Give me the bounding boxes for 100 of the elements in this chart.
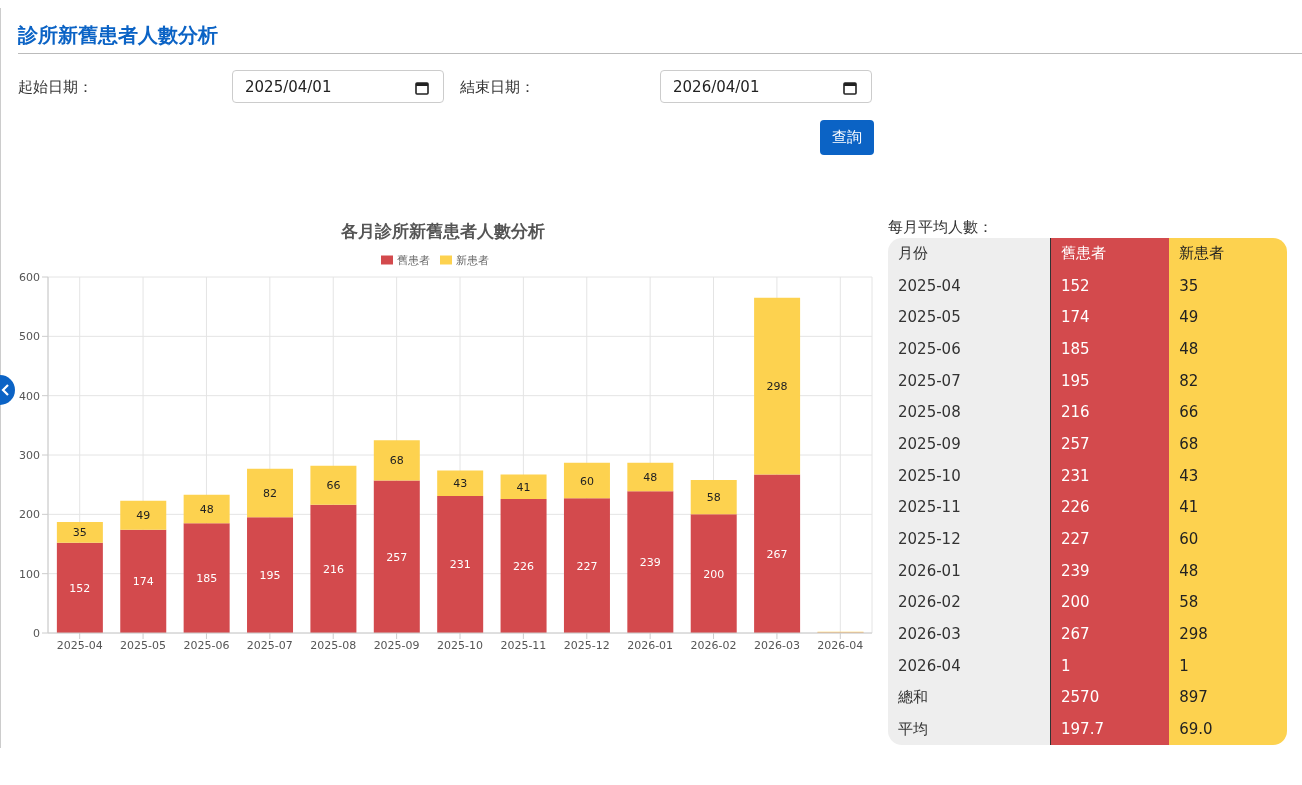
data-label: 58 bbox=[706, 491, 721, 505]
category-label: 2026-02 bbox=[888, 586, 1051, 619]
data-label: 195 bbox=[259, 569, 281, 583]
data-label: 174 bbox=[132, 575, 154, 589]
data-label: 298 bbox=[766, 380, 788, 394]
data-label: 216 bbox=[1050, 396, 1170, 429]
data-label: 41 bbox=[1169, 491, 1287, 524]
x-tick-label: 2025-11 bbox=[500, 638, 547, 652]
x-tick-label: 2026-01 bbox=[627, 638, 674, 652]
data-label: 185 bbox=[1050, 333, 1170, 365]
text: 69.0 bbox=[1169, 713, 1287, 745]
data-label: 174 bbox=[1050, 301, 1170, 334]
legend-label: 新患者 bbox=[456, 254, 489, 267]
data-label: 226 bbox=[1050, 491, 1170, 524]
data-label: 48 bbox=[1169, 333, 1287, 365]
date-field: 2026/04/01 bbox=[660, 70, 872, 103]
data-label: 897 bbox=[1169, 681, 1287, 714]
data-label: 66 bbox=[1169, 396, 1287, 429]
data-label: 227 bbox=[1050, 523, 1170, 555]
data-label: 66 bbox=[326, 479, 341, 493]
data-label: 68 bbox=[389, 454, 404, 468]
data-label: 60 bbox=[1169, 523, 1287, 555]
text: 起始日期： bbox=[18, 78, 93, 97]
data-label: 43 bbox=[453, 477, 468, 491]
data-label: 41 bbox=[516, 480, 531, 494]
data-label: 2570 bbox=[1050, 681, 1170, 714]
category-label: 總和 bbox=[888, 681, 1051, 714]
category-label: 2025-12 bbox=[888, 523, 1051, 555]
data-label: 200 bbox=[703, 567, 725, 581]
category-label: 2025-07 bbox=[888, 364, 1051, 397]
x-tick-label: 2026-04 bbox=[817, 638, 864, 652]
x-tick-label: 2026-02 bbox=[690, 638, 737, 652]
category-label: 2026-01 bbox=[888, 554, 1051, 587]
text: 每月平均人數： bbox=[888, 218, 994, 238]
data-label: 185 bbox=[196, 572, 218, 586]
data-label: 231 bbox=[449, 558, 471, 572]
date-field: 2025/04/01 bbox=[232, 70, 444, 103]
data-label: 216 bbox=[322, 562, 344, 576]
data-label: 49 bbox=[136, 509, 151, 523]
data-label: 82 bbox=[263, 486, 278, 500]
text: 結束日期： bbox=[460, 78, 535, 97]
category-label: 2025-09 bbox=[888, 428, 1051, 460]
text: 197.7 bbox=[1050, 713, 1170, 745]
series-label: 新患者 bbox=[1169, 238, 1287, 270]
data-label: 152 bbox=[1050, 269, 1170, 302]
text: 診所新舊患者人數分析 bbox=[18, 22, 218, 49]
data-label: 226 bbox=[513, 559, 535, 573]
x-tick-label: 2025-08 bbox=[310, 638, 357, 652]
data-label: 298 bbox=[1169, 618, 1287, 650]
x-tick-label: 2025-04 bbox=[56, 638, 103, 652]
y-tick-label: 100 bbox=[19, 567, 40, 581]
y-tick-label: 600 bbox=[19, 270, 40, 284]
x-tick-label: 2025-07 bbox=[246, 638, 293, 652]
category-label: 2025-06 bbox=[888, 333, 1051, 365]
x-tick-label: 2025-10 bbox=[437, 638, 483, 652]
category-label: 2025-08 bbox=[888, 396, 1051, 429]
data-label: 35 bbox=[1169, 269, 1287, 302]
category-label: 2025-10 bbox=[888, 459, 1051, 492]
y-tick-label: 400 bbox=[19, 389, 40, 403]
search-button: 查詢 bbox=[820, 120, 874, 155]
data-label: 195 bbox=[1050, 364, 1170, 397]
data-label: 231 bbox=[1050, 459, 1170, 492]
y-tick-label: 300 bbox=[19, 448, 40, 462]
data-label: 257 bbox=[386, 550, 408, 564]
x-tick-label: 2025-05 bbox=[120, 638, 167, 652]
data-label: 257 bbox=[1050, 428, 1170, 460]
data-label: 48 bbox=[643, 470, 658, 484]
text: 月份 bbox=[888, 238, 1051, 270]
x-tick-label: 2025-12 bbox=[563, 638, 610, 652]
data-label: 267 bbox=[1050, 618, 1170, 650]
data-label: 239 bbox=[1050, 554, 1170, 587]
data-label: 58 bbox=[1169, 586, 1287, 619]
text: 平均 bbox=[888, 713, 1051, 745]
data-label: 49 bbox=[1169, 301, 1287, 334]
data-label: 1 bbox=[1169, 649, 1287, 682]
category-label: 2025-05 bbox=[888, 301, 1051, 334]
y-tick-label: 200 bbox=[19, 508, 40, 522]
data-label: 43 bbox=[1169, 459, 1287, 492]
data-label: 60 bbox=[579, 474, 594, 488]
x-tick-label: 2025-09 bbox=[373, 638, 420, 652]
x-tick-label: 2025-06 bbox=[183, 638, 230, 652]
data-label: 152 bbox=[69, 581, 91, 595]
y-tick-label: 500 bbox=[19, 330, 40, 344]
y-tick-label: 0 bbox=[33, 626, 40, 640]
data-label: 239 bbox=[639, 556, 661, 570]
category-label: 2025-11 bbox=[888, 491, 1051, 524]
legend-label: 舊患者 bbox=[397, 254, 430, 267]
data-label: 267 bbox=[766, 547, 788, 561]
chart-title: 各月診所新舊患者人數分析 bbox=[340, 220, 546, 243]
category-label: 2025-04 bbox=[888, 269, 1051, 302]
data-label: 200 bbox=[1050, 586, 1170, 619]
series-label: 舊患者 bbox=[1050, 238, 1170, 270]
x-tick-label: 2026-03 bbox=[753, 638, 800, 652]
data-label: 82 bbox=[1169, 364, 1287, 397]
data-label: 68 bbox=[1169, 428, 1287, 460]
data-label: 48 bbox=[1169, 554, 1287, 587]
data-label: 35 bbox=[72, 526, 87, 540]
data-label: 227 bbox=[576, 559, 598, 573]
data-label: 48 bbox=[199, 502, 214, 516]
data-label: 1 bbox=[1050, 649, 1170, 682]
